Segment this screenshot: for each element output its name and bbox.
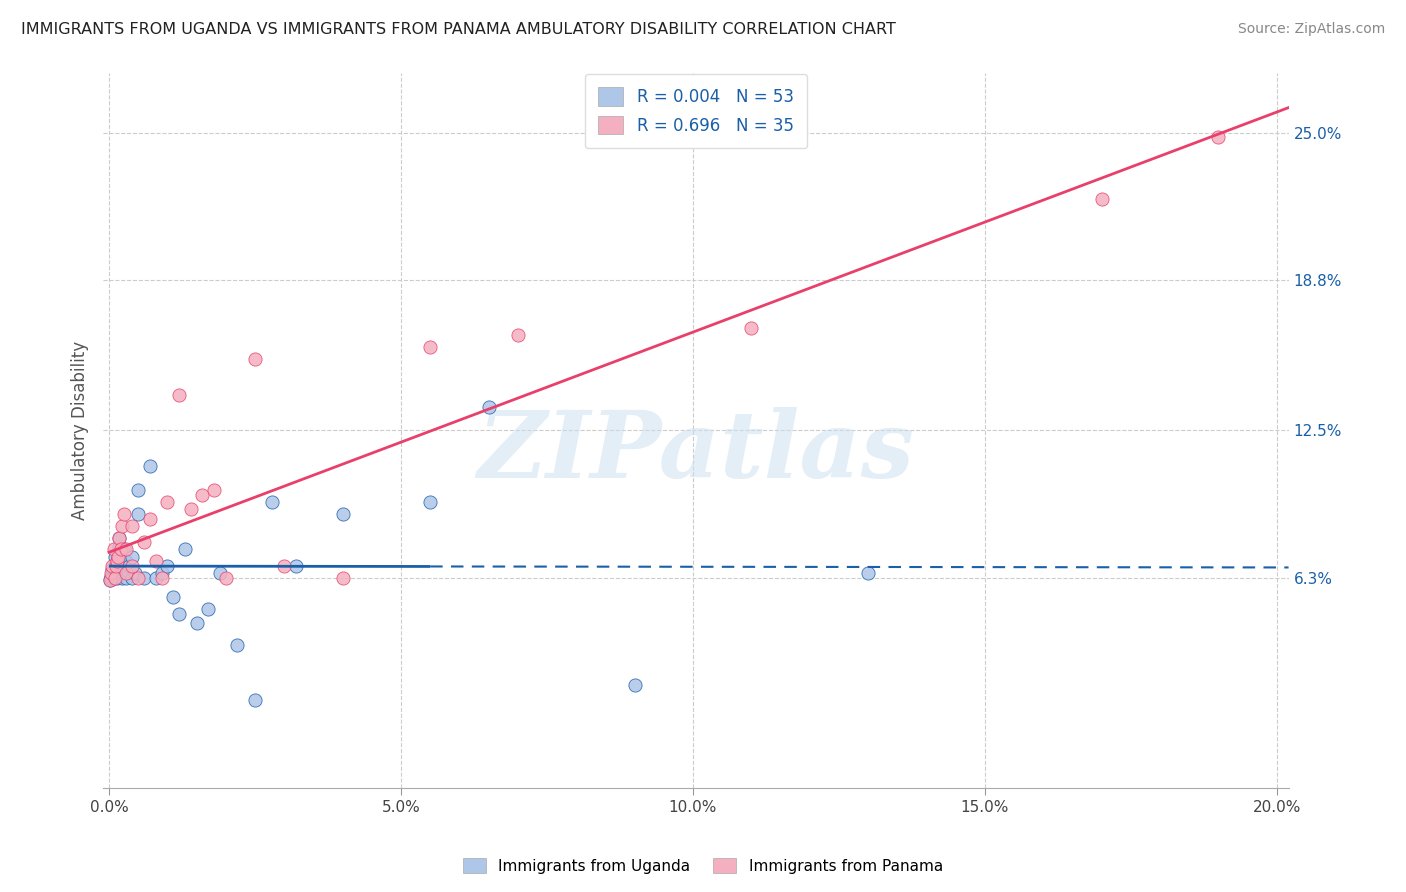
Point xyxy=(115,542,138,557)
Point xyxy=(127,507,149,521)
Point xyxy=(124,566,146,581)
Point xyxy=(101,559,124,574)
Point xyxy=(115,571,138,585)
Point xyxy=(623,678,645,692)
Point xyxy=(419,340,441,354)
Point xyxy=(208,566,231,581)
Point xyxy=(262,495,284,509)
Point xyxy=(139,511,162,525)
Point xyxy=(107,549,129,564)
Point xyxy=(111,518,134,533)
Point xyxy=(127,571,149,585)
Point xyxy=(419,495,441,509)
Point xyxy=(101,561,124,575)
Point xyxy=(180,502,202,516)
Point xyxy=(167,387,190,401)
Point xyxy=(110,559,132,574)
Point xyxy=(108,540,131,554)
Point xyxy=(108,531,131,545)
Point xyxy=(105,554,128,568)
Point xyxy=(117,564,139,578)
Point xyxy=(111,571,134,585)
Point xyxy=(118,559,141,574)
Point xyxy=(100,571,122,585)
Point xyxy=(98,574,121,588)
Point xyxy=(103,571,125,585)
Legend: R = 0.004   N = 53, R = 0.696   N = 35: R = 0.004 N = 53, R = 0.696 N = 35 xyxy=(585,74,807,148)
Point xyxy=(101,564,124,578)
Point xyxy=(105,571,128,585)
Point xyxy=(98,574,121,588)
Point xyxy=(156,495,179,509)
Point xyxy=(112,554,135,568)
Point xyxy=(202,483,225,497)
Point xyxy=(104,559,127,574)
Point xyxy=(150,566,173,581)
Legend: Immigrants from Uganda, Immigrants from Panama: Immigrants from Uganda, Immigrants from … xyxy=(457,852,949,880)
Point xyxy=(740,321,762,335)
Point xyxy=(477,400,499,414)
Point xyxy=(112,542,135,557)
Point xyxy=(121,518,143,533)
Point xyxy=(173,542,195,557)
Point xyxy=(104,571,127,585)
Text: Source: ZipAtlas.com: Source: ZipAtlas.com xyxy=(1237,22,1385,37)
Point xyxy=(115,554,138,568)
Point xyxy=(139,459,162,474)
Text: IMMIGRANTS FROM UGANDA VS IMMIGRANTS FROM PANAMA AMBULATORY DISABILITY CORRELATI: IMMIGRANTS FROM UGANDA VS IMMIGRANTS FRO… xyxy=(21,22,896,37)
Point xyxy=(145,571,167,585)
Point xyxy=(121,559,143,574)
Point xyxy=(243,351,266,366)
Point xyxy=(101,566,124,581)
Point xyxy=(108,531,131,545)
Point xyxy=(273,559,295,574)
Point xyxy=(132,571,155,585)
Point xyxy=(191,488,214,502)
Point xyxy=(197,602,219,616)
Point xyxy=(226,638,249,652)
Point xyxy=(167,607,190,621)
Point xyxy=(121,549,143,564)
Point xyxy=(104,559,127,574)
Point xyxy=(115,566,138,581)
Point xyxy=(132,535,155,549)
Point xyxy=(100,568,122,582)
Point xyxy=(112,507,135,521)
Point xyxy=(1091,192,1114,206)
Point xyxy=(104,566,127,581)
Point xyxy=(110,566,132,581)
Point xyxy=(107,549,129,564)
Point xyxy=(243,692,266,706)
Point xyxy=(150,571,173,585)
Point xyxy=(110,542,132,557)
Point xyxy=(145,554,167,568)
Point xyxy=(186,616,208,631)
Point xyxy=(162,590,184,604)
Point xyxy=(332,507,354,521)
Point xyxy=(506,328,529,343)
Point xyxy=(121,571,143,585)
Point xyxy=(103,542,125,557)
Point xyxy=(856,566,879,581)
Point xyxy=(127,483,149,497)
Point xyxy=(284,559,307,574)
Point xyxy=(100,566,122,581)
Point xyxy=(105,554,128,568)
Point xyxy=(1208,130,1230,145)
Point xyxy=(156,559,179,574)
Point xyxy=(111,549,134,564)
Point xyxy=(332,571,354,585)
Text: ZIPatlas: ZIPatlas xyxy=(478,407,914,497)
Y-axis label: Ambulatory Disability: Ambulatory Disability xyxy=(72,341,89,520)
Point xyxy=(104,549,127,564)
Point xyxy=(111,561,134,575)
Point xyxy=(103,568,125,582)
Point xyxy=(215,571,238,585)
Point xyxy=(107,559,129,574)
